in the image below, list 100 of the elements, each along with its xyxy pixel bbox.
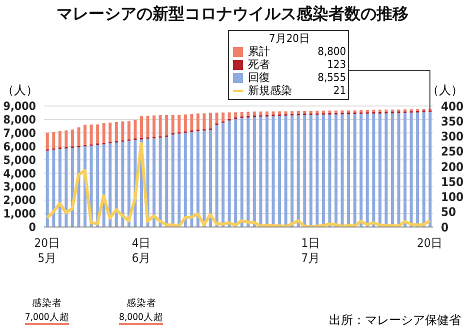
y-axis-title: （人） <box>2 82 38 99</box>
bar <box>209 112 212 128</box>
y-tick-label: 0 <box>28 220 36 234</box>
bar <box>272 111 275 115</box>
bar <box>178 134 181 227</box>
bar <box>202 113 206 130</box>
bar <box>340 114 344 227</box>
bar <box>303 110 306 114</box>
bar <box>240 118 244 227</box>
chart-title: マレーシアの新型コロナウイルス感染者数の推移 <box>56 4 410 25</box>
bar <box>165 115 168 136</box>
legend-label: 累計 <box>248 45 271 58</box>
legend-label: 新規感染 <box>248 84 293 97</box>
bar <box>296 110 300 114</box>
bar <box>360 114 363 227</box>
y2-tick-label: 0 <box>441 220 449 234</box>
bar <box>228 112 231 119</box>
y2-axis-title: （人） <box>427 82 463 99</box>
bar <box>228 120 231 227</box>
y-tick-label: 3,000 <box>3 180 36 194</box>
bar <box>334 114 338 227</box>
legend-title: 7月20日 <box>268 32 311 45</box>
bar <box>140 116 143 138</box>
bar <box>64 130 68 147</box>
bar <box>222 112 225 122</box>
bar <box>77 127 80 146</box>
bar <box>372 114 376 227</box>
y-tick-label: 6,000 <box>3 139 36 154</box>
bar <box>366 114 369 227</box>
bar <box>90 124 93 144</box>
bar <box>334 110 338 113</box>
bar <box>114 142 118 227</box>
y-tick-label: 4,000 <box>3 166 36 180</box>
bar <box>209 130 212 227</box>
bar <box>70 130 74 146</box>
bar <box>328 114 332 227</box>
bar <box>234 119 238 227</box>
bar <box>108 143 112 227</box>
bar <box>152 115 156 137</box>
bar <box>252 112 256 116</box>
bar <box>58 131 62 148</box>
bar <box>265 111 268 115</box>
text: 感染者 7,000人超 <box>24 298 70 325</box>
bar <box>52 150 56 227</box>
text: 出所：マレーシア保健省 <box>329 312 461 329</box>
y-tick-label: 5,000 <box>3 152 36 167</box>
text: 感染者 8,000人超 <box>119 298 164 325</box>
bar <box>84 124 87 145</box>
bar <box>96 124 100 144</box>
bar <box>284 116 288 227</box>
annotation: 8,800 <box>318 45 346 58</box>
bar <box>397 113 400 227</box>
bar <box>190 114 194 131</box>
bar <box>190 132 194 227</box>
bar <box>127 121 130 140</box>
bar <box>215 125 218 227</box>
bar <box>58 149 62 227</box>
y2-tick-label: 100 <box>441 190 464 204</box>
bar <box>422 112 426 227</box>
y2-tick-label: 50 <box>441 205 456 220</box>
y2-tick-label: 400 <box>441 99 464 114</box>
bar <box>158 115 162 136</box>
bar <box>52 132 56 148</box>
bar <box>134 120 137 138</box>
bar <box>290 115 294 227</box>
bar <box>215 112 218 124</box>
bar <box>102 123 106 143</box>
bar <box>46 150 49 227</box>
legend-label: 死者 <box>248 58 271 71</box>
y2-tick-label: 150 <box>441 174 464 189</box>
text: 21 <box>333 84 346 97</box>
bar <box>146 116 150 138</box>
bar <box>303 115 306 227</box>
bar <box>240 112 244 116</box>
y-tick-label: 2,000 <box>3 193 36 208</box>
bar <box>322 110 325 114</box>
text: 123 <box>327 58 346 71</box>
bar <box>108 122 112 142</box>
bar <box>121 142 124 227</box>
bar <box>114 122 118 142</box>
bar <box>347 110 350 113</box>
bar <box>366 110 369 112</box>
bar <box>171 114 174 133</box>
bar <box>64 148 68 227</box>
bar <box>202 130 206 227</box>
bar <box>259 112 262 116</box>
bar <box>46 132 49 150</box>
bar <box>284 111 288 114</box>
bar <box>246 118 250 227</box>
bar <box>222 122 225 227</box>
y2-tick-label: 350 <box>441 114 464 128</box>
bar <box>404 112 407 227</box>
bar <box>290 111 294 114</box>
bar <box>378 114 382 227</box>
bar <box>428 112 432 227</box>
y-tick-label: 8,000 <box>3 112 36 127</box>
bar <box>252 117 256 227</box>
bar <box>184 114 187 132</box>
legend-label: 回復 <box>248 71 271 84</box>
line-series <box>46 142 432 227</box>
